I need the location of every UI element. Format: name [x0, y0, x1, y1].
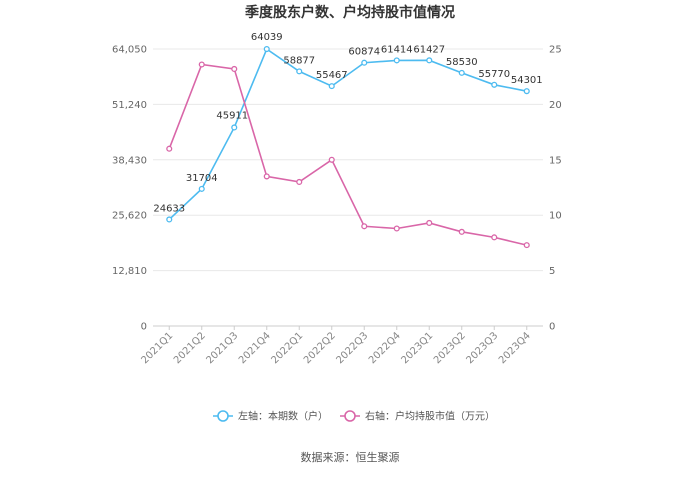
data-point [296, 68, 303, 75]
right-tick-label: 5 [549, 266, 555, 277]
data-label: 64039 [251, 32, 283, 43]
x-tick-label: 2023Q3 [465, 330, 501, 366]
data-point [523, 88, 530, 95]
data-point [393, 57, 400, 64]
right-tick-label: 20 [549, 100, 562, 111]
left-axis: 0 12,810 25,620 38,430 51,240 64,050 [112, 45, 147, 333]
x-tick-label: 2022Q3 [335, 330, 371, 366]
legend-marker [217, 410, 229, 422]
data-label: 61427 [413, 44, 445, 55]
data-point [328, 156, 335, 163]
x-tick-label: 2022Q1 [270, 330, 306, 366]
data-point [361, 223, 368, 230]
grid [153, 48, 543, 327]
x-tick-label: 2023Q4 [497, 330, 533, 366]
data-point [231, 124, 238, 131]
left-tick-label: 64,050 [112, 45, 147, 56]
data-point [231, 65, 238, 72]
x-tick-label: 2021Q1 [140, 330, 176, 366]
x-tick-label: 2021Q4 [237, 330, 273, 366]
left-tick-label: 12,810 [112, 266, 147, 277]
data-point [491, 81, 498, 88]
data-point [328, 83, 335, 90]
data-point [458, 69, 465, 76]
chart-title: 季度股东户数、户均持股市值情况 [244, 4, 455, 21]
right-tick-label: 15 [549, 155, 562, 166]
right-tick-label: 0 [549, 322, 555, 333]
data-label: 54301 [511, 75, 543, 86]
x-tick-label: 2023Q1 [400, 330, 436, 366]
x-tick-label: 2022Q4 [367, 330, 403, 366]
data-label: 58530 [446, 57, 478, 68]
data-point [296, 178, 303, 186]
data-label: 58877 [283, 55, 315, 66]
left-tick-label: 25,620 [112, 211, 147, 222]
legend-label: 右轴：户均持股市值（万元） [365, 410, 495, 423]
data-point [393, 225, 400, 232]
x-tick-label: 2023Q2 [432, 330, 468, 366]
left-tick-label: 51,240 [112, 100, 147, 111]
data-point [491, 234, 498, 241]
x-axis: 2021Q12021Q22021Q32021Q42022Q12022Q22022… [140, 326, 533, 366]
legend[interactable]: 左轴：本期数（户） 右轴：户均持股市值（万元） [213, 410, 495, 423]
data-label: 24633 [153, 203, 185, 214]
left-tick-label: 0 [141, 322, 147, 333]
data-label: 60874 [348, 47, 380, 58]
data-point [361, 59, 368, 66]
x-tick-label: 2021Q2 [172, 330, 208, 366]
data-label: 55770 [478, 69, 510, 80]
data-point [263, 173, 270, 180]
data-label: 45911 [216, 110, 248, 121]
data-label: 31704 [186, 173, 218, 184]
x-tick-label: 2022Q2 [302, 330, 338, 366]
source-note: 数据来源：恒生聚源 [301, 450, 400, 464]
data-point [426, 57, 433, 64]
series-line [168, 63, 527, 246]
data-label: 61414 [381, 44, 413, 55]
data-point [198, 185, 205, 192]
left-tick-label: 38,430 [112, 155, 147, 166]
data-label: 55467 [316, 70, 348, 81]
x-tick-label: 2021Q3 [205, 330, 241, 366]
right-tick-label: 10 [549, 211, 562, 222]
data-point [166, 216, 173, 223]
data-point [166, 145, 173, 152]
series-line [168, 47, 527, 221]
legend-marker [344, 410, 356, 422]
data-point [426, 219, 433, 227]
data-point [458, 228, 465, 235]
legend-label: 左轴：本期数（户） [238, 410, 328, 423]
data-point [523, 242, 530, 249]
right-axis: 0 5 10 15 20 25 [549, 45, 562, 333]
right-tick-label: 25 [549, 45, 562, 56]
data-point [198, 61, 205, 68]
data-point [263, 45, 270, 53]
